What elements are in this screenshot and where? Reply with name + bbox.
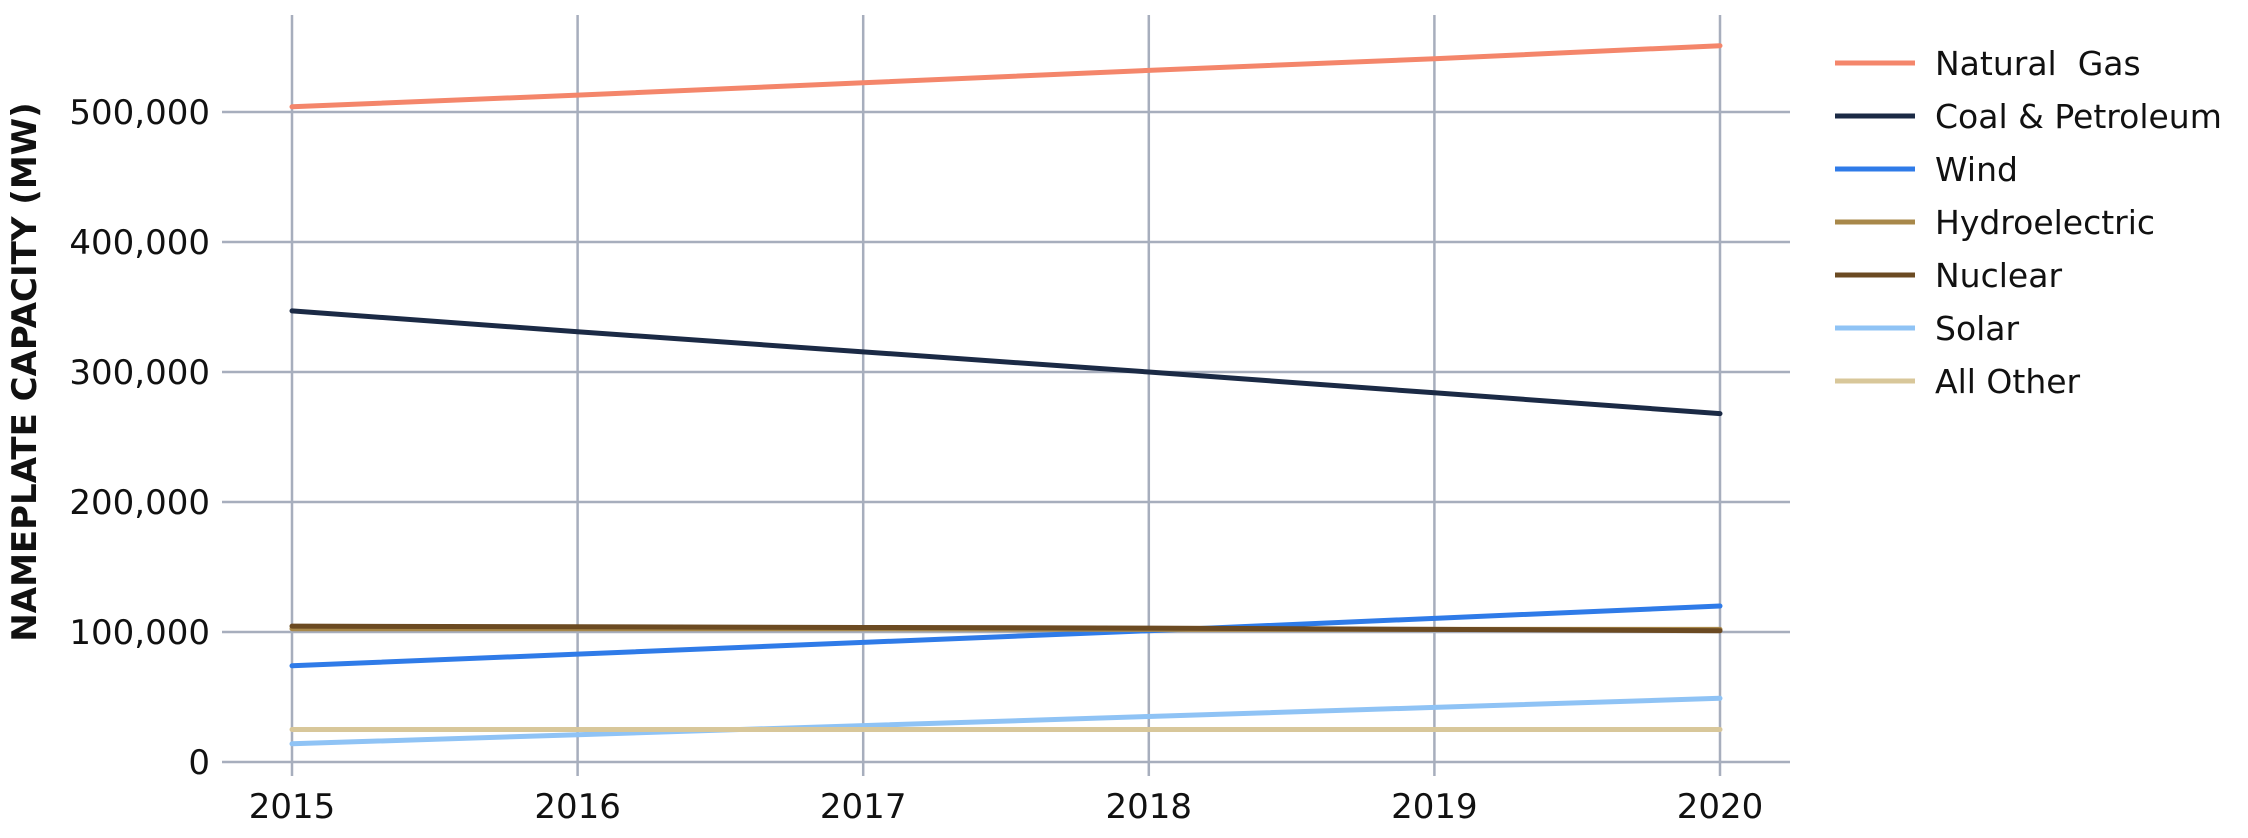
x-tick-label: 2015 — [249, 787, 336, 827]
series-lines — [289, 43, 1723, 747]
legend-label: Wind — [1935, 150, 2018, 189]
y-axis-title: NAMEPLATE CAPACITY (MW) — [5, 102, 45, 641]
x-axis-ticks: 2015 2016 2017 2018 2019 2020 — [249, 787, 1764, 827]
series-line-nuclear — [289, 623, 1723, 634]
y-axis-ticks: 0 100,000 200,000 300,000 400,000 500,000 — [69, 93, 210, 783]
legend: Natural Gas Coal & Petroleum Wind Hydroelec… — [1835, 44, 2222, 401]
y-tick-label: 0 — [188, 743, 210, 783]
grid — [222, 15, 1790, 776]
series-line-solar — [289, 695, 1723, 747]
y-tick-label: 500,000 — [69, 93, 210, 133]
legend-item: Hydroelectric — [1835, 203, 2155, 242]
y-tick-label: 400,000 — [69, 223, 210, 263]
legend-item: All Other — [1835, 362, 2081, 401]
legend-item: Nuclear — [1835, 256, 2062, 295]
series-line-natural-gas — [289, 43, 1723, 110]
series-line-coal-petroleum — [289, 308, 1723, 417]
legend-item: Wind — [1835, 150, 2018, 189]
legend-label: All Other — [1935, 362, 2081, 401]
legend-item: Solar — [1835, 309, 2020, 348]
legend-label: Coal & Petroleum — [1935, 97, 2222, 136]
x-tick-label: 2019 — [1391, 787, 1478, 827]
y-tick-label: 200,000 — [69, 483, 210, 523]
y-tick-label: 100,000 — [69, 613, 210, 653]
legend-item: Natural Gas — [1835, 44, 2141, 83]
y-tick-label: 300,000 — [69, 353, 210, 393]
x-tick-label: 2017 — [820, 787, 907, 827]
legend-label: Solar — [1935, 309, 2020, 348]
x-tick-label: 2018 — [1106, 787, 1193, 827]
legend-item: Coal & Petroleum — [1835, 97, 2222, 136]
x-tick-label: 2016 — [534, 787, 621, 827]
x-tick-label: 2020 — [1677, 787, 1764, 827]
legend-label: Nuclear — [1935, 256, 2062, 295]
legend-label: Hydroelectric — [1935, 203, 2155, 242]
series-line-wind — [289, 603, 1723, 669]
legend-label: Natural Gas — [1935, 44, 2141, 83]
